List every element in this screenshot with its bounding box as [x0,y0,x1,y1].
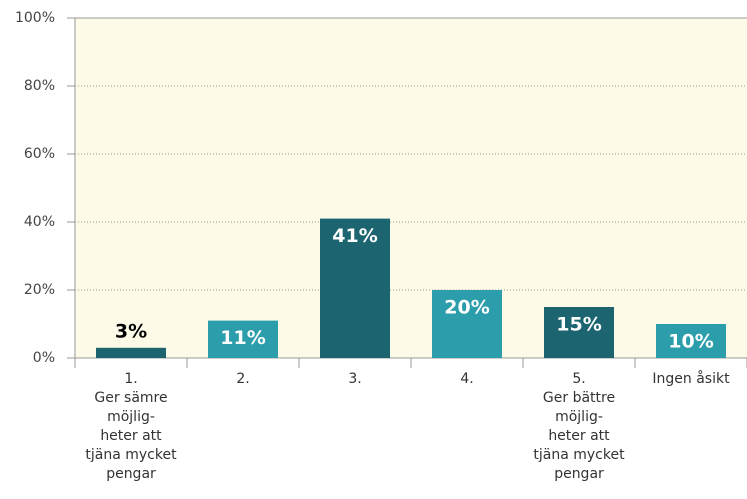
x-tick-label: 5. Ger bättre möjlig- heter att tjäna my… [533,371,625,482]
x-tick-label: 2. [236,371,250,387]
data-label: 20% [444,297,489,319]
bar [208,320,278,358]
x-tick-label: Ingen åsikt [652,371,730,387]
y-tick-label: 60% [24,146,55,162]
y-tick-label: 80% [24,78,55,94]
y-tick-label: 20% [24,282,55,298]
data-label: 10% [668,331,713,353]
data-label: 3% [115,320,147,342]
y-tick-label: 100% [15,10,55,26]
bar [544,307,614,358]
bar [96,347,166,358]
x-tick-label: 4. [460,371,474,387]
x-tick-label: 1. Ger sämre möjlig- heter att tjäna myc… [85,371,177,482]
y-tick-label: 0% [33,350,55,366]
plot-background [75,18,747,358]
bar [656,324,726,358]
y-tick-label: 40% [24,214,55,230]
data-label: 15% [556,314,601,336]
bar [432,290,502,358]
data-label: 11% [220,327,265,349]
x-tick-label: 3. [348,371,362,387]
bar [320,218,390,358]
data-label: 41% [332,225,377,247]
